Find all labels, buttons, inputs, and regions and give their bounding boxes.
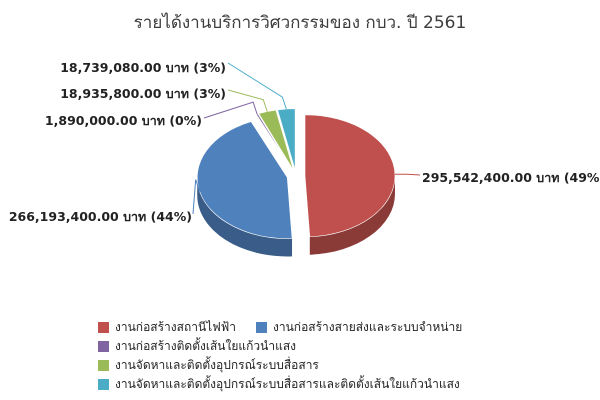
legend-label: งานก่อสร้างสายส่งและระบบจำหน่าย <box>273 319 463 334</box>
legend-swatch <box>98 321 109 333</box>
pie-slice-substation[interactable] <box>304 114 396 238</box>
leader-line-communication-fiber <box>227 62 287 110</box>
pie-slices-group <box>196 108 396 239</box>
pie-slice-side-transmission <box>197 177 293 257</box>
pie-depth-group <box>197 175 395 257</box>
legend-swatch <box>98 340 109 352</box>
legend-item-transmission[interactable]: งานก่อสร้างสายส่งและระบบจำหน่าย <box>256 318 462 336</box>
legend-item-communication[interactable]: งานจัดหาและติดตั้งอุปกรณ์ระบบสื่อสาร <box>98 356 319 374</box>
legend-item-fiber[interactable]: งานก่อสร้างติดตั้งเส้นใยแก้วนำแสง <box>98 337 296 355</box>
leader-line-transmission <box>192 179 201 215</box>
legend-item-communication-fiber[interactable]: งานจัดหาและติดตั้งอุปกรณ์ระบบสื่อสารและต… <box>98 375 460 393</box>
legend-item-substation[interactable]: งานก่อสร้างสถานีไฟฟ้า <box>98 318 236 336</box>
leader-line-communication <box>227 89 268 112</box>
leader-line-fiber <box>203 101 258 119</box>
legend-label: งานจัดหาและติดตั้งอุปกรณ์ระบบสื่อสารและต… <box>115 376 460 391</box>
legend-label: งานก่อสร้างติดตั้งเส้นใยแก้วนำแสง <box>115 338 296 353</box>
chart-title: รายได้งานบริการวิศวกรรมของ กบว. ปี 2561 <box>134 12 467 33</box>
data-label-transmission: 266,193,400.00 บาท (44%) <box>9 209 192 224</box>
legend-swatch <box>256 321 267 333</box>
leader-line-substation <box>394 173 421 176</box>
leader-lines-group <box>192 62 421 215</box>
data-labels-group: 295,542,400.00 บาท (49%) 266,193,400.00 บ… <box>9 60 600 224</box>
data-label-communication-fiber: 18,739,080.00 บาท (3%) <box>60 60 226 75</box>
data-label-communication: 18,935,800.00 บาท (3%) <box>60 86 226 101</box>
data-label-substation: 295,542,400.00 บาท (49%) <box>422 170 600 185</box>
legend-label: งานก่อสร้างสถานีไฟฟ้า <box>115 319 236 334</box>
data-label-fiber: 1,890,000.00 บาท (0%) <box>45 113 202 128</box>
legend-swatch <box>98 359 109 371</box>
legend-label: งานจัดหาและติดตั้งอุปกรณ์ระบบสื่อสาร <box>115 357 319 372</box>
pie-slice-side-substation <box>309 175 395 255</box>
legend-swatch <box>98 378 109 390</box>
